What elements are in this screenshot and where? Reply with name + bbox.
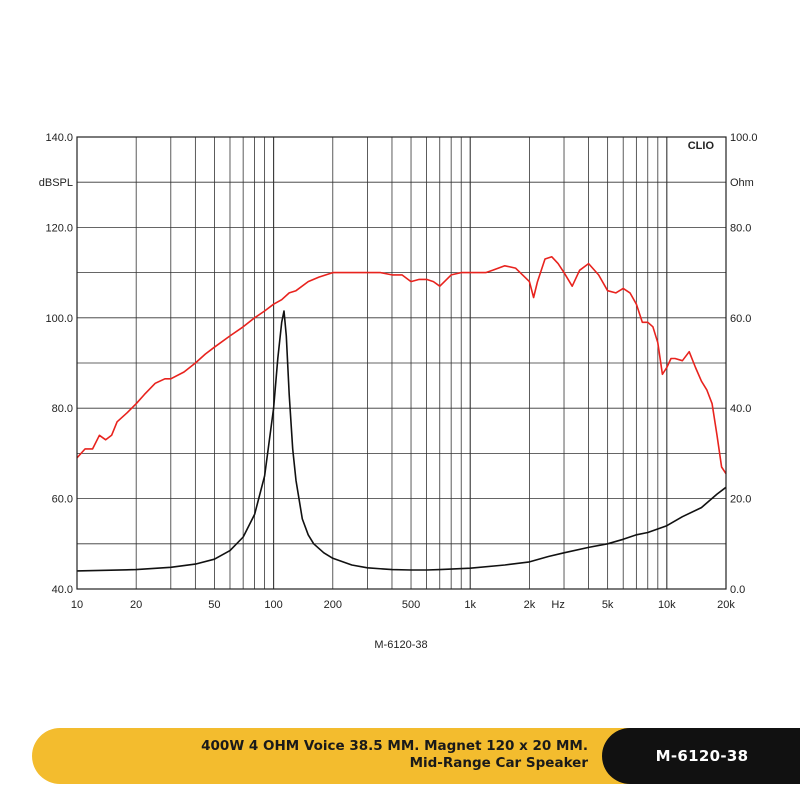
- banner-specs: 400W 4 OHM Voice 38.5 MM. Magnet 120 x 2…: [201, 738, 588, 754]
- clio-brand-label: CLIO: [688, 140, 715, 152]
- left-tick-label: 80.0: [52, 403, 73, 415]
- product-banner: 400W 4 OHM Voice 38.5 MM. Magnet 120 x 2…: [32, 728, 800, 784]
- x-tick-label: 100: [264, 599, 282, 611]
- x-tick-label: 500: [402, 599, 420, 611]
- x-tick-label: 20: [130, 599, 142, 611]
- banner-yellow-band: [32, 728, 652, 784]
- banner-description: 400W 4 OHM Voice 38.5 MM. Magnet 120 x 2…: [32, 738, 588, 772]
- vertical-gridlines: [135, 137, 668, 589]
- frequency-response-chart: 40.0 60.0 80.0 100.0 120.0 140.0 0.0 20.0 40.0 6…: [39, 132, 758, 651]
- x-tick-label: 20k: [717, 599, 735, 611]
- horizontal-gridlines: [77, 181, 726, 545]
- left-axis-ticks: 40.0 60.0 80.0 100.0 120.0 140.0: [45, 132, 73, 596]
- x-tick-label: 10k: [658, 599, 676, 611]
- x-tick-label: 50: [208, 599, 220, 611]
- right-axis-unit: Ohm: [730, 177, 754, 189]
- x-axis-unit: Hz: [551, 599, 564, 611]
- right-tick-label: 80.0: [730, 222, 751, 234]
- right-tick-label: 0.0: [730, 584, 745, 596]
- plot-frame: [76, 136, 727, 590]
- x-tick-label: 1k: [464, 599, 476, 611]
- chart-caption: M-6120-38: [374, 639, 427, 651]
- left-tick-label: 100.0: [45, 313, 73, 325]
- left-tick-label: 60.0: [52, 494, 73, 506]
- x-tick-label: 200: [324, 599, 342, 611]
- x-tick-label: 5k: [602, 599, 614, 611]
- right-tick-label: 100.0: [730, 132, 758, 144]
- right-axis-ticks: 0.0 20.0 40.0 60.0 80.0 100.0: [730, 132, 758, 596]
- x-tick-label: 2k: [524, 599, 536, 611]
- banner-model-number: M-6120-38: [655, 747, 749, 765]
- right-tick-label: 20.0: [730, 494, 751, 506]
- banner-product-type: Mid-Range Car Speaker: [409, 755, 588, 771]
- left-tick-label: 40.0: [52, 584, 73, 596]
- right-tick-label: 60.0: [730, 313, 751, 325]
- left-axis-unit: dBSPL: [39, 177, 73, 189]
- left-tick-label: 120.0: [45, 222, 73, 234]
- spl-curve: [76, 255, 727, 475]
- impedance-curve: [76, 310, 727, 572]
- right-tick-label: 40.0: [730, 403, 751, 415]
- plot-series: [76, 255, 727, 572]
- x-tick-label: 10: [71, 599, 83, 611]
- x-axis-ticks: 10 20 50 100 200 500 1k 2k 5k 10k 20k: [71, 599, 735, 611]
- banner-black-band: [602, 728, 800, 784]
- left-tick-label: 140.0: [45, 132, 73, 144]
